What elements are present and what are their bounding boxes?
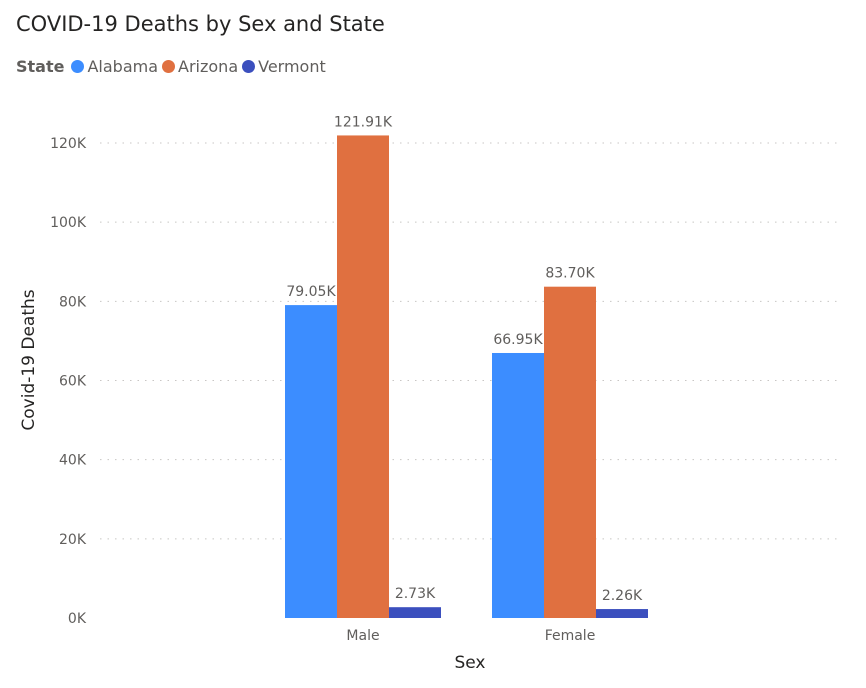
y-tick-label: 80K (59, 294, 87, 310)
data-label: 121.91K (334, 114, 393, 130)
y-tick-label: 120K (50, 136, 87, 152)
legend-dot-alabama (71, 60, 85, 73)
legend-item-arizona[interactable]: Arizona (162, 57, 238, 76)
bar-arizona-female[interactable] (544, 286, 596, 618)
x-axis-ticks: Male Female (346, 628, 595, 644)
data-label: 79.05K (286, 284, 336, 300)
data-labels: 79.05K 121.91K 2.73K 66.95K 83.70K 2.26K (286, 114, 643, 604)
legend-dot-vermont (242, 60, 256, 73)
legend-label-arizona: Arizona (178, 57, 239, 76)
bar-arizona-male[interactable] (337, 135, 389, 619)
y-tick-label: 100K (50, 215, 87, 231)
chart-title: COVID-19 Deaths by Sex and State (16, 12, 385, 36)
data-label: 2.26K (602, 588, 643, 604)
y-tick-label: 40K (59, 453, 87, 469)
legend-label-vermont: Vermont (258, 57, 326, 76)
legend-label-alabama: Alabama (87, 57, 159, 76)
bars (285, 135, 648, 619)
y-axis-ticks: 0K 20K 40K 60K 80K 100K 120K (50, 136, 87, 627)
x-axis-title: Sex (454, 653, 485, 673)
legend-title: State (16, 57, 65, 76)
data-label: 2.73K (395, 586, 436, 602)
bar-alabama-female[interactable] (492, 352, 544, 618)
legend-item-vermont[interactable]: Vermont (242, 57, 326, 76)
x-tick-label: Female (545, 628, 596, 644)
y-axis-title: Covid-19 Deaths (19, 289, 39, 430)
y-tick-label: 60K (59, 374, 87, 390)
y-tick-label: 20K (59, 532, 87, 548)
bar-alabama-male[interactable] (285, 305, 337, 618)
bar-vermont-female[interactable] (596, 609, 648, 618)
data-label: 83.70K (545, 266, 595, 282)
gridlines (100, 142, 838, 540)
bar-vermont-male[interactable] (389, 607, 441, 618)
legend: State Alabama Arizona Vermont (16, 57, 330, 76)
data-label: 66.95K (493, 332, 543, 348)
y-tick-label: 0K (68, 611, 87, 627)
legend-item-alabama[interactable]: Alabama (71, 57, 158, 76)
x-tick-label: Male (346, 628, 379, 644)
legend-dot-arizona (162, 60, 176, 73)
